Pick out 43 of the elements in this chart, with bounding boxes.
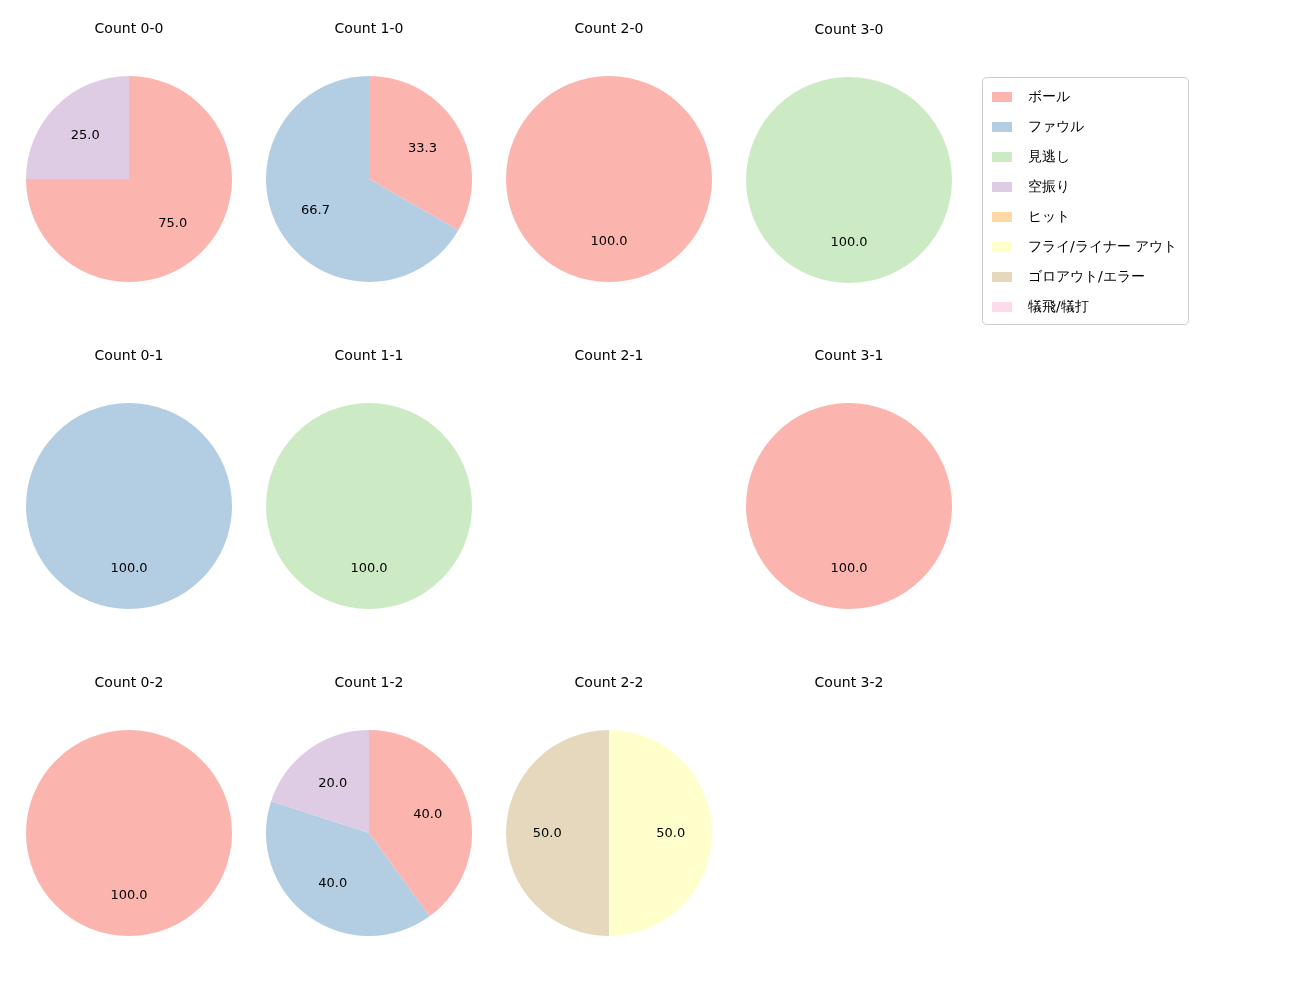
- chart-title: Count 0-1: [94, 347, 164, 363]
- pie-slice: [506, 730, 609, 936]
- legend-label: ファウル: [1028, 118, 1084, 134]
- legend-label: 空振り: [1028, 178, 1070, 194]
- legend-label: ボール: [1028, 88, 1070, 104]
- data-label: 25.0: [70, 127, 100, 143]
- data-label: 20.0: [318, 775, 348, 790]
- pie-slice: [26, 76, 129, 179]
- pie-slice: [609, 730, 712, 936]
- data-label: 50.0: [532, 825, 562, 840]
- chart-title: Count 1-0: [334, 20, 404, 36]
- chart-title: Count 1-2: [334, 674, 404, 690]
- data-label: 33.3: [408, 140, 437, 156]
- data-label: 40.0: [413, 805, 443, 821]
- pie-slice: [271, 730, 369, 833]
- data-label: 66.7: [301, 201, 330, 217]
- chart-title: Count 3-1: [814, 347, 884, 363]
- text: Count 3-2: [814, 674, 884, 690]
- legend-label: ゴロアウト/エラー: [1028, 268, 1145, 284]
- chart-title: Count 2-2: [574, 674, 644, 690]
- pie-slice: [266, 76, 459, 282]
- data-label: 100.0: [590, 232, 628, 248]
- data-label: 100.0: [110, 886, 148, 902]
- chart-title: Count 2-0: [574, 20, 644, 36]
- data-label: 100.0: [350, 559, 388, 575]
- chart-title: Count 0-2: [94, 674, 164, 690]
- legend-label: 見逃し: [1028, 148, 1070, 164]
- data-label: 75.0: [158, 214, 188, 230]
- pie-slice: [369, 76, 472, 231]
- chart-title: Count 3-0: [814, 20, 884, 37]
- legend-label: ヒット: [1028, 208, 1070, 224]
- data-label: 50.0: [656, 825, 686, 840]
- chart-title: Count 1-1: [334, 347, 404, 363]
- data-label: 100.0: [830, 233, 868, 249]
- data-label: 100.0: [830, 559, 868, 575]
- data-label: 100.0: [110, 559, 148, 575]
- text: Count 2-1: [574, 347, 644, 363]
- pie-slice: [26, 76, 232, 282]
- pie-slice: [369, 730, 472, 917]
- chart-title: Count 0-0: [94, 20, 164, 36]
- legend-label: フライ/ライナー アウト: [1028, 238, 1178, 254]
- legend-label: 犠飛/犠打: [1028, 298, 1089, 314]
- data-label: 40.0: [318, 875, 348, 890]
